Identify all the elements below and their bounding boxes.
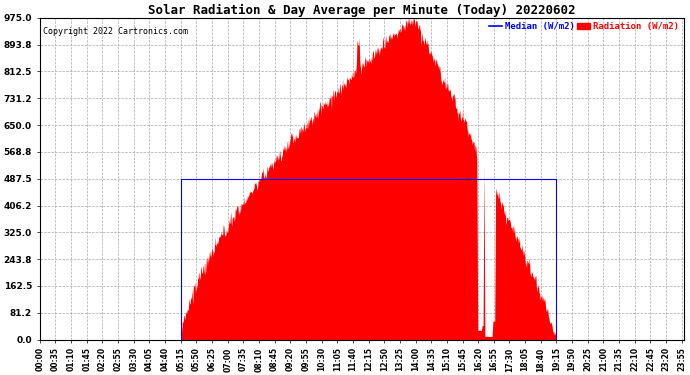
Title: Solar Radiation & Day Average per Minute (Today) 20220602: Solar Radiation & Day Average per Minute… <box>148 3 575 16</box>
Text: Copyright 2022 Cartronics.com: Copyright 2022 Cartronics.com <box>43 27 188 36</box>
Legend: Median (W/m2), Radiation (W/m2): Median (W/m2), Radiation (W/m2) <box>489 22 679 31</box>
